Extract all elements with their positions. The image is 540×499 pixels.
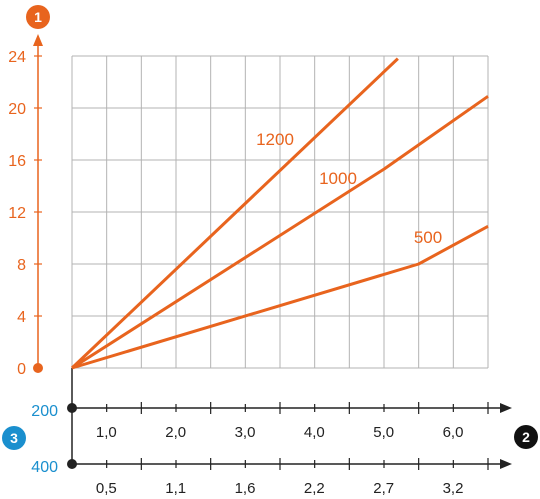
left-marker-badge bbox=[2, 426, 26, 450]
labels: 0 4 8 12 16 20 24 1 1,0 2,0 3,0 4,0 5,0 6,0 0,5 1,1 1,6 2… bbox=[8, 9, 530, 497]
left-label-lower: 400 bbox=[31, 459, 58, 476]
y-axis-arrow bbox=[33, 34, 43, 46]
y-axis-origin-dot bbox=[33, 363, 43, 373]
y-tick-label: 16 bbox=[8, 153, 26, 170]
y-tick-label: 4 bbox=[17, 309, 26, 326]
x-axis-secondary-tick-label: 3,2 bbox=[443, 480, 464, 497]
x-axis-secondary-tick-label: 0,5 bbox=[96, 480, 117, 497]
left-label-upper: 200 bbox=[31, 403, 58, 420]
x-axis-marker-badge bbox=[514, 425, 538, 449]
y-tick-label: 20 bbox=[8, 101, 26, 118]
y-axis-marker-badge bbox=[26, 5, 50, 29]
x-axis-secondary-tick-label: 1,1 bbox=[165, 480, 186, 497]
x-axis-primary-tick-label: 6,0 bbox=[443, 424, 464, 441]
x-axis-primary-tick-label: 3,0 bbox=[235, 424, 256, 441]
x-axis-marker-label: 2 bbox=[522, 429, 530, 445]
y-axis-marker-label: 1 bbox=[34, 9, 42, 25]
axes bbox=[2, 5, 538, 470]
x-axis-secondary-origin-dot bbox=[67, 459, 77, 469]
series-label-500: 500 bbox=[414, 228, 442, 247]
x-axis-primary-arrow bbox=[500, 403, 512, 413]
y-tick-label: 0 bbox=[17, 361, 26, 378]
x-axis-primary-tick-label: 4,0 bbox=[304, 424, 325, 441]
x-axis-primary-tick-label: 2,0 bbox=[165, 424, 186, 441]
y-tick-label: 24 bbox=[8, 49, 26, 66]
series-line-1000 bbox=[71, 95, 489, 370]
series-line-500 bbox=[71, 224, 489, 370]
y-tick-label: 12 bbox=[8, 205, 26, 222]
x-axis-secondary-tick-label: 2,7 bbox=[373, 480, 394, 497]
series-line-1200 bbox=[70, 57, 399, 370]
series-label-1000: 1000 bbox=[319, 169, 357, 188]
x-axis-primary-tick-label: 5,0 bbox=[373, 424, 394, 441]
left-marker-label: 3 bbox=[10, 430, 18, 446]
series-label-1200: 1200 bbox=[256, 130, 294, 149]
x-axis-secondary-tick-label: 2,2 bbox=[304, 480, 325, 497]
x-axis-secondary-tick-label: 1,6 bbox=[235, 480, 256, 497]
y-tick-label: 8 bbox=[17, 257, 26, 274]
grid bbox=[71, 55, 489, 369]
x-axis-secondary-arrow bbox=[500, 459, 512, 469]
series-lines bbox=[70, 57, 489, 370]
x-axis-primary-tick-label: 1,0 bbox=[96, 424, 117, 441]
x-axis-primary-origin-dot bbox=[67, 403, 77, 413]
